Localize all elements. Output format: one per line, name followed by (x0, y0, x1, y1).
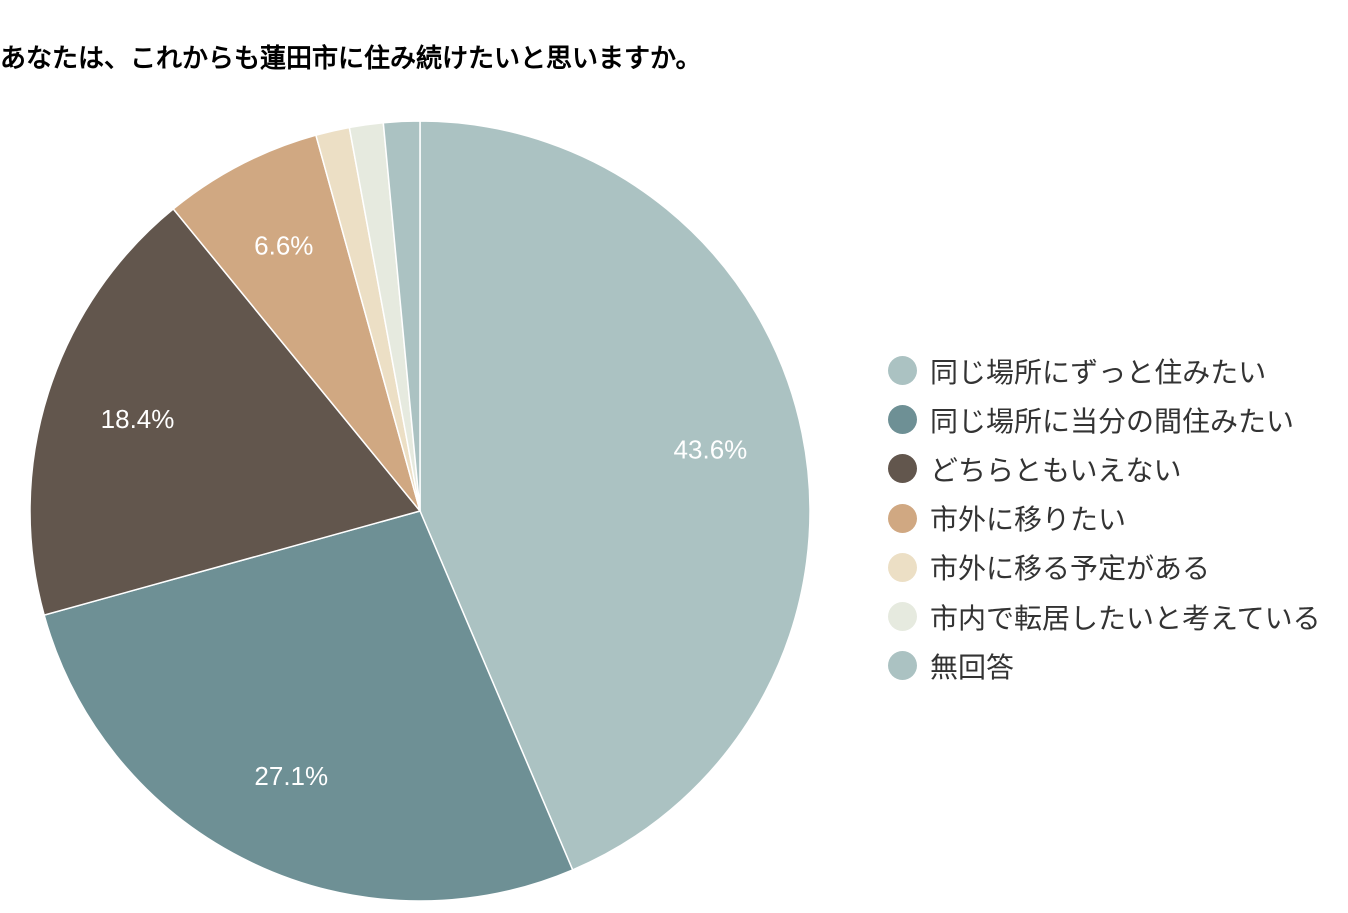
chart-title: あなたは、これからも蓮田市に住み続けたいと思いますか。 (0, 44, 702, 74)
legend-swatch (888, 454, 917, 484)
legend-label: 市外に移る予定がある (930, 552, 1211, 586)
legend-label: 同じ場所に当分の間住みたい (930, 404, 1295, 438)
slice-value-label-3: 6.6% (254, 231, 313, 261)
legend-label: 市内で転居したいと考えている (930, 601, 1321, 635)
legend-label: 市外に移りたい (930, 503, 1127, 537)
legend-label: どちらともいえない (930, 453, 1182, 487)
pie-slice-0 (419, 120, 811, 871)
pie-slice-1 (43, 510, 574, 902)
legend-label: 無回答 (930, 650, 1015, 684)
legend-item-0: 同じ場所にずっと住みたい (888, 346, 1321, 395)
legend-item-2: どちらともいえない (888, 444, 1321, 493)
pie-slice-3 (172, 134, 421, 512)
legend-label: 同じ場所にずっと住みたい (930, 355, 1267, 389)
legend-item-4: 市外に移る予定がある (888, 543, 1321, 592)
legend-item-1: 同じ場所に当分の間住みたい (888, 395, 1321, 444)
slice-value-label-1: 27.1% (254, 761, 328, 791)
pie-chart: 43.6% 27.1% 18.4% 6.6% (29, 120, 811, 902)
legend-item-3: 市外に移りたい (888, 494, 1321, 543)
pie-slice-6 (382, 120, 421, 512)
legend-swatch (888, 405, 917, 435)
legend-swatch (888, 356, 917, 386)
legend-item-5: 市内で転居したいと考えている (888, 592, 1321, 641)
legend-swatch (888, 503, 917, 533)
legend-item-6: 無回答 (888, 641, 1321, 690)
legend: 同じ場所にずっと住みたい 同じ場所に当分の間住みたい どちらともいえない 市外に移りた… (888, 346, 1321, 690)
legend-swatch (888, 651, 917, 681)
slice-value-label-2: 18.4% (101, 404, 175, 434)
pie-slice-2 (29, 207, 422, 617)
legend-swatch (888, 552, 917, 582)
slice-value-label-0: 43.6% (674, 435, 748, 465)
legend-swatch (888, 602, 917, 632)
